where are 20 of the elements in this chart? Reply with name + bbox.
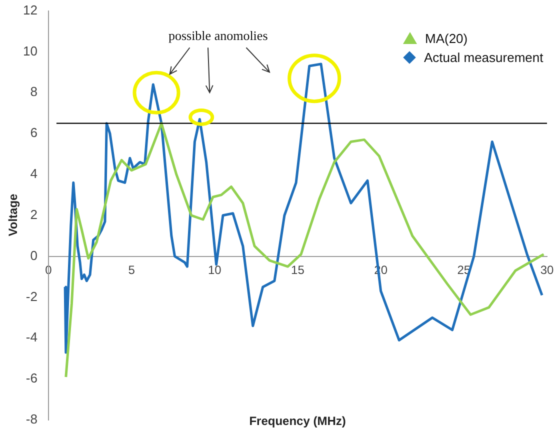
y-tick-label: 10 xyxy=(22,43,38,58)
y-tick-label: -2 xyxy=(26,288,38,304)
y-axis-title: Voltage xyxy=(6,194,20,237)
x-tick-label: 15 xyxy=(291,262,305,277)
x-tick-label: 30 xyxy=(540,262,554,277)
annotation: possible anomolies xyxy=(168,28,268,44)
y-tick-label: -6 xyxy=(26,370,38,386)
y-tick-label: 0 xyxy=(30,248,38,263)
y-tick-label: -8 xyxy=(26,412,38,427)
y-tick-label: 12 xyxy=(22,2,38,18)
y-tick-label: 2 xyxy=(30,206,38,222)
x-tick-label: 10 xyxy=(208,262,222,277)
y-tick-label: -4 xyxy=(26,330,38,345)
y-tick-label: 6 xyxy=(30,125,38,140)
y-tick-label: 8 xyxy=(30,84,38,100)
x-tick-label: 5 xyxy=(128,262,136,277)
y-tick-label: 4 xyxy=(30,166,38,182)
x-axis-title: Frequency (MHz) xyxy=(249,414,346,428)
legend-label: MA(20) xyxy=(425,30,468,48)
legend-label: Actual measurement xyxy=(424,48,544,67)
